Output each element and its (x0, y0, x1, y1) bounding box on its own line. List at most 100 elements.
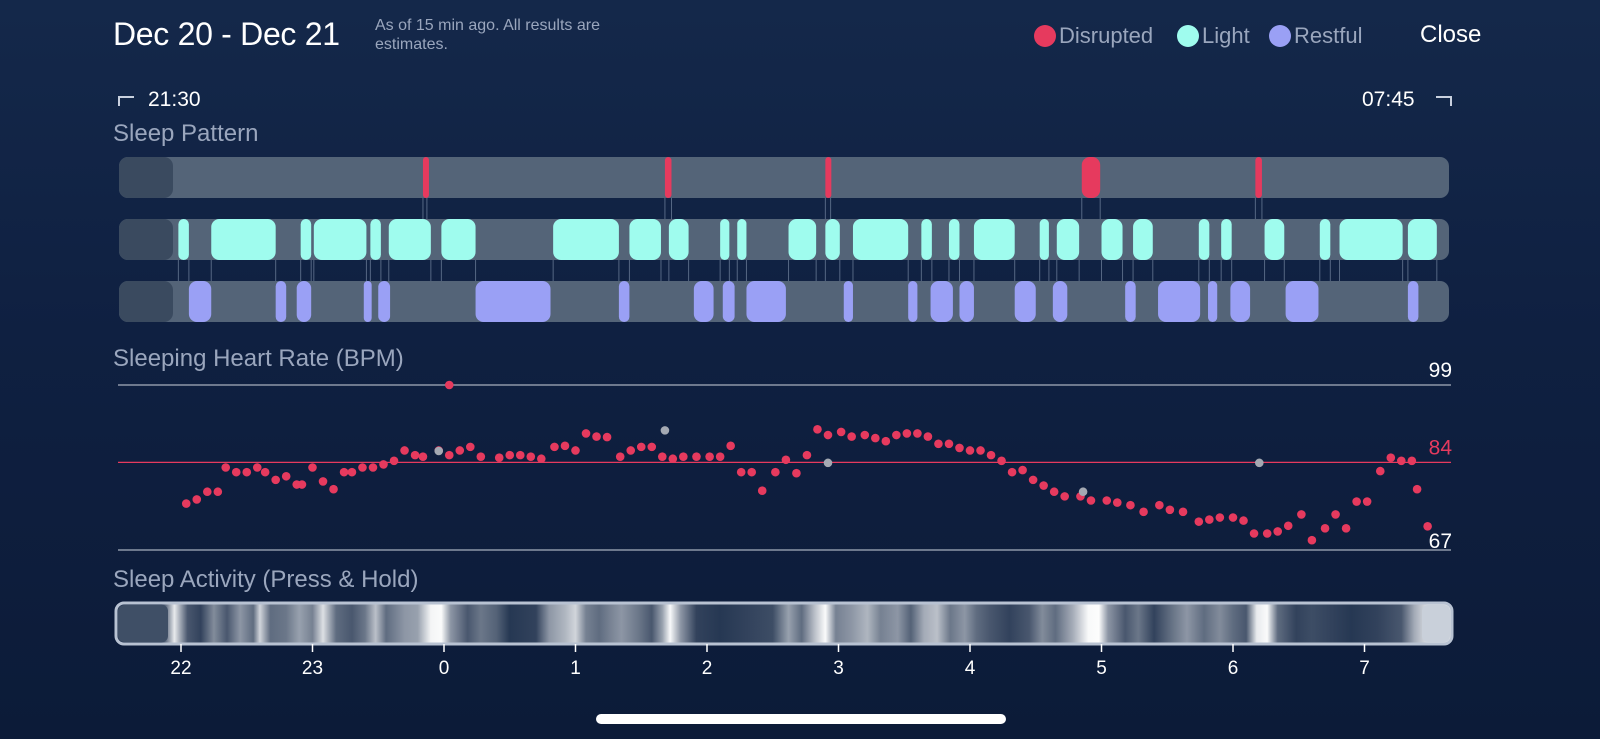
restful-segment (843, 281, 853, 322)
close-button[interactable]: Close (1420, 21, 1482, 48)
restful-segment (1125, 281, 1136, 322)
light-segment (921, 219, 932, 260)
heart-rate-point (1060, 492, 1069, 501)
time-tick-label: 7 (1359, 658, 1370, 679)
disrupted-track-start (119, 157, 173, 198)
home-indicator[interactable] (596, 714, 1006, 724)
restful-segment (722, 281, 735, 322)
heart-rate-point (221, 463, 231, 472)
restful-segment (930, 281, 953, 322)
heart-rate-point (1178, 507, 1188, 517)
disrupted-segment (422, 157, 429, 198)
time-tick-label: 2 (702, 658, 713, 679)
disrupted-dot-icon (1034, 25, 1056, 47)
time-tick-label: 5 (1096, 658, 1107, 679)
heart-rate-point (410, 450, 420, 460)
heart-rate-point-estimated (823, 458, 833, 468)
heart-rate-point (1039, 481, 1048, 490)
average-value: 84 (1429, 436, 1453, 459)
light-segment (388, 219, 431, 260)
light-segment (553, 219, 619, 260)
heart-rate-point (1262, 529, 1272, 538)
restful-segment (746, 281, 786, 322)
legend-disrupted-label: Disrupted (1059, 23, 1154, 48)
heart-rate-point (944, 439, 954, 449)
heart-rate-point (636, 442, 646, 452)
heart-rate-point (736, 467, 746, 477)
restful-segment (618, 281, 630, 322)
restful-track (119, 281, 1449, 322)
heart-rate-point (705, 452, 714, 461)
heart-rate-point (1249, 529, 1259, 538)
heart-rate-point (1102, 496, 1112, 505)
max-value: 99 (1429, 359, 1452, 382)
heart-rate-point (329, 484, 338, 494)
heart-rate-point (297, 480, 307, 489)
heart-rate-point (1049, 487, 1059, 497)
max-point (444, 380, 454, 390)
estimate-note: As of 15 min ago. All results are estima… (375, 17, 600, 53)
time-tick-label: 22 (170, 658, 191, 679)
heart-rate-point (379, 460, 388, 469)
activity-end-block (1422, 605, 1450, 642)
restful-segment (363, 281, 372, 322)
heart-rate-point (997, 456, 1006, 466)
heart-rate-point (1320, 524, 1330, 533)
min-value: 67 (1429, 530, 1452, 553)
restful-segment (1158, 281, 1201, 322)
heart-rate-point (571, 446, 580, 455)
heart-rate-point (581, 429, 591, 438)
heart-rate-point (657, 452, 667, 461)
heart-rate-point (692, 452, 701, 461)
heart-rate-point (318, 477, 328, 486)
light-segment (370, 219, 381, 260)
restful-segment (188, 281, 212, 322)
light-segment (1039, 219, 1049, 260)
heart-rate-point (1155, 500, 1164, 510)
heart-rate-point-estimated (434, 446, 444, 456)
heart-rate-point (260, 467, 270, 477)
heart-rate-point (792, 468, 801, 478)
heart-rate-point (1239, 516, 1248, 525)
heart-rate-point (1112, 498, 1122, 507)
light-segment (973, 219, 1015, 260)
heart-rate-point (1018, 465, 1027, 475)
heart-rate-point (781, 455, 791, 465)
restful-segment (1208, 281, 1218, 322)
heart-rate-point (400, 446, 409, 455)
heart-rate-point (602, 432, 612, 442)
light-segment (1339, 219, 1403, 260)
heart-rate-point (526, 452, 536, 461)
heart-rate-point (1126, 500, 1135, 510)
light-dot-icon (1177, 25, 1199, 47)
heart-rate-point (757, 486, 767, 496)
heart-rate-point (1086, 496, 1096, 505)
heart-rate-point (368, 463, 378, 472)
legend-light: Light (1177, 22, 1250, 50)
activity-bar (114, 601, 1454, 646)
restful-segment (693, 281, 714, 322)
restful-segment (1285, 281, 1319, 322)
light-track (119, 219, 1449, 260)
heart-rate-point (252, 463, 262, 472)
light-segment (737, 219, 747, 260)
heart-rate-point (271, 475, 280, 485)
heart-rate-point (1007, 467, 1017, 477)
heart-rate-point (505, 450, 515, 460)
heart-rate-point (537, 454, 546, 464)
light-segment (1198, 219, 1210, 260)
heart-rate-point (1283, 521, 1293, 531)
heart-rate-point (466, 442, 475, 452)
heart-rate-point (1194, 517, 1204, 526)
heart-rate-point (955, 443, 964, 453)
heart-rate-point (668, 454, 678, 464)
light-segment (1319, 219, 1331, 260)
heart-rate-point (1028, 475, 1038, 485)
start-time: 21:30 (148, 88, 201, 111)
heart-rate-point (1165, 505, 1175, 515)
heart-rate-point (679, 452, 688, 461)
time-tick-label: 3 (833, 658, 844, 679)
time-tick-label: 1 (570, 658, 581, 679)
end-time: 07:45 (1362, 88, 1415, 111)
